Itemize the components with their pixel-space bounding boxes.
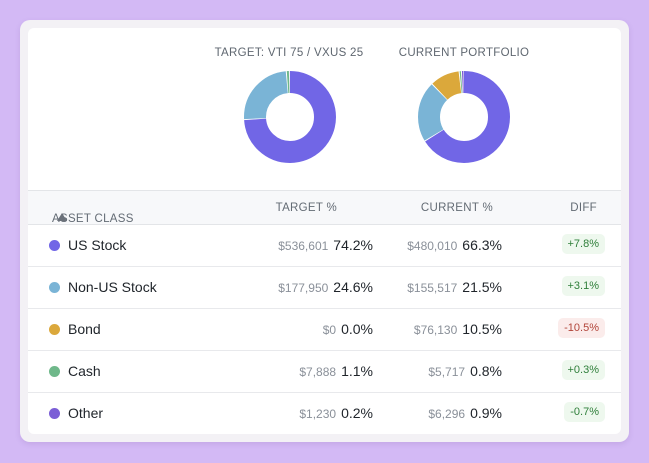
current-percent: 21.5% [462,279,502,295]
current-percent: 0.8% [470,363,502,379]
target-amount: $7,888 [299,365,337,379]
asset-class-header-label: ASSET CLASS [52,213,134,225]
target-percent: 0.2% [341,405,373,421]
asset-name: Bond [68,321,101,337]
target-pct-header[interactable]: TARGET % [275,202,337,214]
charts-area: TARGET: VTI 75 / VXUS 25 CURRENT PORTFOL… [28,28,621,188]
current-slice-us-stock [418,71,510,163]
table-row: Bond $0 0.0% $76,130 10.5% -10.5% [28,308,621,351]
diff-header[interactable]: DIFF [570,202,597,214]
target-slice-non-us-stock [244,71,336,163]
target-percent: 1.1% [341,363,373,379]
current-percent: 0.9% [470,405,502,421]
target-amount: $1,230 [299,407,337,421]
diff-badge: -10.5% [558,318,605,338]
current-amount: $5,717 [428,365,466,379]
current-pct-header[interactable]: CURRENT % [420,202,493,214]
diff-badge: +0.3% [561,360,605,380]
target-donut-chart [244,71,336,163]
current-amount: $480,010 [407,239,458,253]
table-row: US Stock $536,601 74.2% $480,010 66.3% +… [28,224,621,267]
table-row: Other $1,230 0.2% $6,296 0.9% -0.7% [28,392,621,434]
table-header: ASSET CLASS TARGET % CURRENT % DIFF [28,190,621,225]
asset-color-dot [49,240,60,251]
target-amount: $0 [322,323,337,337]
sort-ascending-icon[interactable] [57,213,67,221]
target-chart-label: TARGET: VTI 75 / VXUS 25 [214,47,364,59]
current-amount: $76,130 [413,323,458,337]
panel-frame: TARGET: VTI 75 / VXUS 25 CURRENT PORTFOL… [20,20,629,442]
asset-name: Cash [68,363,101,379]
current-amount: $6,296 [428,407,466,421]
current-chart-label: CURRENT PORTFOLIO [398,47,530,59]
current-slice-non-us-stock [418,71,510,163]
target-amount: $177,950 [278,281,329,295]
asset-name: Non-US Stock [68,279,157,295]
target-percent: 74.2% [333,237,373,253]
target-percent: 24.6% [333,279,373,295]
asset-name: US Stock [68,237,127,253]
table-row: Cash $7,888 1.1% $5,717 0.8% +0.3% [28,350,621,393]
target-amount: $536,601 [278,239,329,253]
asset-color-dot [49,408,60,419]
diff-badge: +7.8% [561,234,605,254]
target-slice-other [244,71,336,163]
table-row: Non-US Stock $177,950 24.6% $155,517 21.… [28,266,621,309]
diff-badge: +3.1% [561,276,605,296]
target-percent: 0.0% [341,321,373,337]
asset-color-dot [49,366,60,377]
current-percent: 66.3% [462,237,502,253]
current-percent: 10.5% [462,321,502,337]
asset-name: Other [68,405,104,421]
current-amount: $155,517 [407,281,458,295]
asset-color-dot [49,282,60,293]
current-donut-chart [418,71,510,163]
asset-color-dot [49,324,60,335]
allocation-card: TARGET: VTI 75 / VXUS 25 CURRENT PORTFOL… [28,28,621,434]
diff-badge: -0.7% [564,402,605,422]
